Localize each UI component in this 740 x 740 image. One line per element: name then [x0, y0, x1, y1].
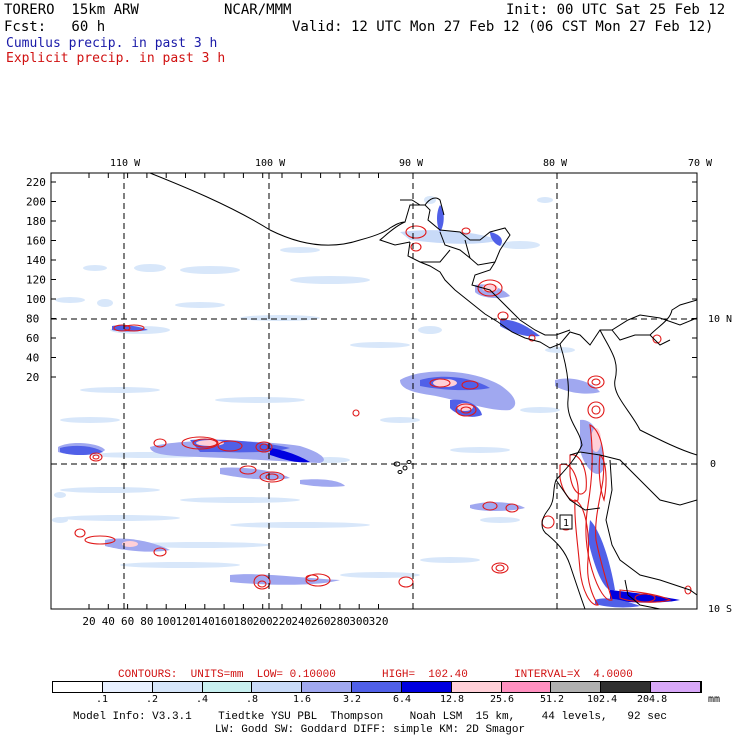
- legend-level-label: 12.8: [440, 694, 465, 705]
- lat-label: 0: [710, 459, 716, 470]
- x-tick-label: 160: [214, 615, 234, 628]
- legend-level-label: 204.8: [637, 694, 668, 705]
- y-tick-label: 220: [26, 176, 46, 189]
- y-tick-label: 80: [26, 313, 39, 326]
- map-content: [51, 173, 697, 609]
- lon-label: 90 W: [399, 158, 424, 169]
- legend-swatch: [53, 682, 103, 692]
- color-legend-bar: [52, 681, 702, 693]
- model-title: TORERO 15km ARW: [4, 2, 139, 18]
- legend-swatch: [451, 682, 502, 692]
- legend-unit: mm: [708, 694, 721, 705]
- legend-swatch: [651, 682, 701, 692]
- axis-ticks: [51, 173, 697, 609]
- physics-info: LW: Godd SW: Goddard DIFF: simple KM: 2D…: [214, 724, 526, 736]
- legend-level-label: 102.4: [587, 694, 618, 705]
- x-tick-label: 120: [176, 615, 196, 628]
- x-tick-label: 200: [253, 615, 273, 628]
- legend-level-label: 6.4: [393, 694, 412, 705]
- lat-label: 10 S: [708, 604, 732, 615]
- latlon-grid: [51, 173, 697, 609]
- point-marker: [559, 514, 573, 530]
- legend-swatch: [152, 682, 203, 692]
- x-tick-label: 300: [349, 615, 369, 628]
- lon-label: 70 W: [688, 158, 713, 169]
- legend-level-label: 51.2: [540, 694, 565, 705]
- legend-level-label: .4: [196, 694, 209, 705]
- legend-level-label: 25.6: [490, 694, 515, 705]
- legend-swatch: [252, 682, 303, 692]
- x-tick-label: 100: [156, 615, 176, 628]
- explicit-label: Explicit precip. in past 3 h: [6, 51, 226, 66]
- explicit-precip-contours: [74, 225, 692, 606]
- y-tick-label: 20: [26, 371, 39, 384]
- valid-time: Valid: 12 UTC Mon 27 Feb 12 (06 CST Mon …: [292, 19, 714, 35]
- color-legend: .1 .2 .4 .8 1.6 3.2 6.4 12.8 25.6 51.2 102.4 204.8: [52, 681, 702, 705]
- x-tick-label: 140: [195, 615, 215, 628]
- x-tick-label: 320: [369, 615, 389, 628]
- legend-swatch: [501, 682, 552, 692]
- y-tick-label: 140: [26, 254, 46, 267]
- legend-swatch: [302, 682, 353, 692]
- legend-level-label: 3.2: [343, 694, 362, 705]
- x-tick-label: 220: [272, 615, 292, 628]
- legend-level-label: .1: [96, 694, 109, 705]
- coastlines: [149, 173, 697, 609]
- legend-swatch: [401, 682, 452, 692]
- y-tick-label: 160: [26, 235, 46, 248]
- legend-swatch: [202, 682, 253, 692]
- legend-level-label: .2: [146, 694, 159, 705]
- color-legend-labels: .1 .2 .4 .8 1.6 3.2 6.4 12.8 25.6 51.2 102.4 204.8: [52, 693, 702, 705]
- x-tick-label: 280: [330, 615, 350, 628]
- moderate-precip-field: [58, 205, 680, 608]
- init-time: Init: 00 UTC Sat 25 Feb 12: [506, 2, 726, 18]
- y-tick-label: 200: [26, 196, 46, 209]
- heavy-precip-cores: [122, 284, 601, 547]
- map-frame: [50, 172, 698, 610]
- x-tick-label: 20: [82, 615, 95, 628]
- lon-label: 100 W: [255, 158, 286, 169]
- legend-swatch: [102, 682, 153, 692]
- y-tick-label: 60: [26, 332, 39, 345]
- x-tick-label: 260: [311, 615, 331, 628]
- x-tick-label: 80: [140, 615, 153, 628]
- x-tick-label: 180: [234, 615, 254, 628]
- forecast-hour: Fcst: 60 h: [4, 19, 106, 35]
- x-tick-label: 60: [121, 615, 134, 628]
- lat-label: 10 N: [708, 314, 732, 325]
- model-info: Model Info: V3.3.1 Tiedtke YSU PBL Thomp…: [72, 711, 668, 723]
- x-tick-label: 240: [291, 615, 311, 628]
- y-tick-label: 100: [26, 293, 46, 306]
- y-tick-label: 40: [26, 352, 39, 365]
- point-marker-label: 1: [563, 518, 569, 529]
- contours-info: CONTOURS: UNITS=mm LOW= 0.10000 HIGH= 10…: [118, 669, 633, 681]
- lon-label: 110 W: [110, 158, 141, 169]
- legend-swatch: [352, 682, 402, 692]
- org-label: NCAR/MMM: [224, 2, 292, 18]
- y-tick-label: 180: [26, 215, 46, 228]
- legend-level-label: 1.6: [293, 694, 312, 705]
- x-tick-label: 40: [102, 615, 115, 628]
- cumulus-label: Cumulus precip. in past 3 h: [6, 36, 218, 51]
- legend-level-label: .8: [246, 694, 259, 705]
- legend-swatch: [601, 682, 652, 692]
- lon-label: 80 W: [543, 158, 568, 169]
- y-tick-label: 120: [26, 274, 46, 287]
- legend-swatch: [551, 682, 602, 692]
